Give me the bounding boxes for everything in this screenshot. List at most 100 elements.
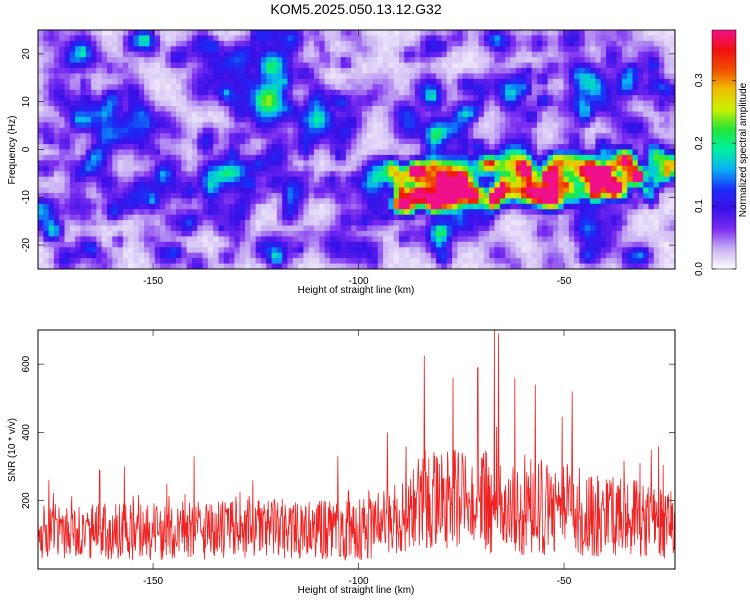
heatmap-cell bbox=[531, 35, 538, 42]
heatmap-cell bbox=[260, 247, 267, 254]
heatmap-cell bbox=[324, 198, 331, 205]
heatmap-cell bbox=[563, 225, 570, 232]
heatmap-cell bbox=[170, 46, 177, 53]
heatmap-cell bbox=[176, 192, 182, 199]
heatmap-cell bbox=[643, 187, 650, 194]
heatmap-cell bbox=[361, 138, 368, 145]
heatmap-cell bbox=[351, 84, 358, 91]
heatmap-cell bbox=[80, 89, 87, 96]
heatmap-cell bbox=[669, 46, 675, 53]
heatmap-cell bbox=[462, 220, 469, 227]
heatmap-cell bbox=[38, 138, 44, 145]
heatmap-cell bbox=[361, 62, 368, 69]
heatmap-cell bbox=[616, 165, 623, 172]
heatmap-cell bbox=[526, 241, 533, 248]
heatmap-cell bbox=[398, 198, 405, 205]
heatmap-cell bbox=[292, 73, 299, 80]
heatmap-cell bbox=[107, 241, 113, 248]
heatmap-cell bbox=[653, 236, 660, 243]
heatmap-cell bbox=[154, 203, 161, 210]
heatmap-cell bbox=[101, 89, 108, 96]
heatmap-cell bbox=[345, 198, 352, 205]
heatmap-cell bbox=[53, 198, 60, 205]
heatmap-cell bbox=[133, 133, 140, 140]
heatmap-cell bbox=[558, 116, 565, 123]
heatmap-cell bbox=[547, 160, 554, 167]
heatmap-cell bbox=[117, 138, 124, 145]
heatmap-cell bbox=[600, 160, 607, 167]
heatmap-cell bbox=[595, 230, 602, 238]
heatmap-cell bbox=[632, 68, 639, 75]
heatmap-cell bbox=[515, 46, 522, 53]
heatmap-cell bbox=[266, 182, 273, 189]
heatmap-cell bbox=[467, 225, 474, 232]
heatmap-cell bbox=[404, 40, 411, 47]
heatmap-cell bbox=[404, 122, 411, 129]
heatmap-cell bbox=[547, 57, 554, 64]
heatmap-cell bbox=[388, 203, 395, 210]
heatmap-cell bbox=[383, 171, 389, 178]
heatmap-cell bbox=[69, 165, 76, 172]
heatmap-cell bbox=[266, 30, 273, 37]
heatmap-cell bbox=[616, 225, 623, 232]
heatmap-cell bbox=[420, 57, 427, 64]
heatmap-cell bbox=[335, 220, 342, 227]
heatmap-cell bbox=[282, 51, 289, 58]
heatmap-cell bbox=[255, 241, 262, 248]
heatmap-cell bbox=[239, 209, 246, 216]
heatmap-cell bbox=[335, 89, 342, 96]
heatmap-cell bbox=[271, 230, 278, 238]
heatmap-cell bbox=[563, 165, 570, 172]
heatmap-cell bbox=[505, 171, 512, 178]
heatmap-cell bbox=[38, 51, 44, 58]
heatmap-cell bbox=[335, 116, 342, 123]
heatmap-cell bbox=[605, 230, 612, 238]
heatmap-cell bbox=[213, 57, 220, 64]
heatmap-cell bbox=[659, 111, 665, 118]
heatmap-cell bbox=[197, 51, 204, 58]
heatmap-cell bbox=[659, 73, 665, 80]
heatmap-cell bbox=[616, 111, 623, 118]
heatmap-cell bbox=[356, 46, 363, 53]
heatmap-cell bbox=[473, 57, 480, 64]
heatmap-cell bbox=[621, 241, 628, 248]
heatmap-cell bbox=[467, 127, 474, 134]
heatmap-cell bbox=[112, 176, 119, 183]
heatmap-cell bbox=[542, 89, 549, 96]
heatmap-cell bbox=[420, 78, 427, 85]
heatmap-cell bbox=[367, 51, 374, 58]
heatmap-cell bbox=[637, 51, 644, 58]
heatmap-cell bbox=[388, 62, 395, 69]
heatmap-cell bbox=[398, 182, 405, 189]
heatmap-cell bbox=[584, 106, 591, 113]
heatmap-cell bbox=[377, 236, 384, 243]
heatmap-cell bbox=[462, 198, 469, 205]
heatmap-cell bbox=[122, 149, 129, 156]
heatmap-cell bbox=[446, 144, 453, 151]
heatmap-cell bbox=[653, 192, 660, 199]
heatmap-cell bbox=[478, 78, 485, 85]
heatmap-cell bbox=[122, 192, 129, 199]
heatmap-cell bbox=[250, 154, 257, 161]
heatmap-cell bbox=[207, 127, 214, 134]
heatmap-cell bbox=[91, 220, 97, 227]
heatmap-cell bbox=[648, 111, 655, 118]
heatmap-cell bbox=[191, 73, 198, 80]
heatmap-cell bbox=[176, 35, 182, 42]
heatmap-cell bbox=[542, 230, 549, 238]
heatmap-cell bbox=[271, 51, 278, 58]
heatmap-cell bbox=[287, 46, 294, 53]
heatmap-cell bbox=[505, 51, 512, 58]
heatmap-cell bbox=[356, 95, 363, 102]
heatmap-cell bbox=[377, 198, 384, 205]
heatmap-cell bbox=[69, 203, 76, 210]
heatmap-cell bbox=[319, 30, 326, 37]
heatmap-cell bbox=[38, 247, 44, 254]
heatmap-cell bbox=[505, 192, 512, 199]
heatmap-cell bbox=[138, 187, 145, 194]
heatmap-cell bbox=[627, 40, 634, 47]
heatmap-cell bbox=[255, 84, 262, 91]
heatmap-cell bbox=[165, 225, 172, 232]
heatmap-cell bbox=[176, 187, 182, 194]
heatmap-cell bbox=[176, 154, 182, 161]
